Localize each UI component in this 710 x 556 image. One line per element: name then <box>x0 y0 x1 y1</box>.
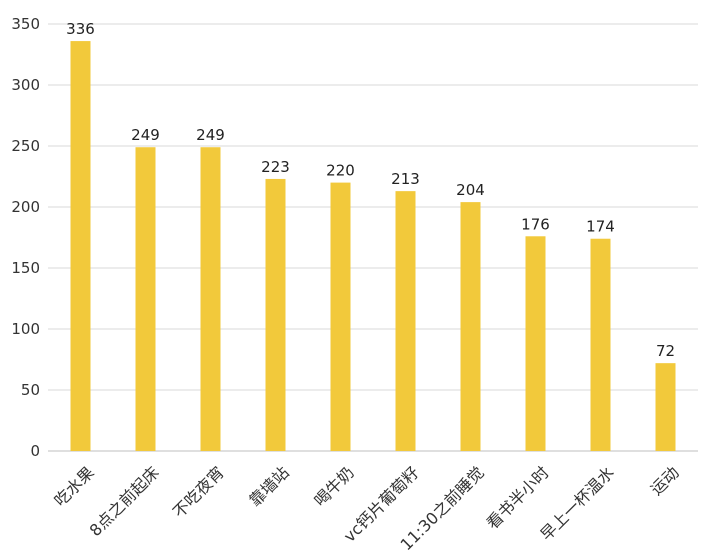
x-tick-label: 看书半小时 <box>483 463 553 533</box>
y-tick-label: 350 <box>11 15 40 33</box>
data-label: 213 <box>391 170 420 188</box>
data-label: 223 <box>261 158 290 176</box>
x-tick-label: 不吃夜宵 <box>169 463 228 522</box>
y-tick-label: 100 <box>11 320 40 338</box>
y-tick-label: 250 <box>11 137 40 155</box>
y-tick-label: 300 <box>11 76 40 94</box>
y-tick-label: 0 <box>30 442 40 460</box>
data-label: 336 <box>66 20 95 38</box>
x-tick-label: 8点之前起床 <box>86 463 163 540</box>
gridlines <box>48 23 698 452</box>
data-label: 204 <box>456 181 485 199</box>
bars <box>70 41 676 451</box>
bar <box>655 363 676 451</box>
y-tick-label: 150 <box>11 259 40 277</box>
data-label: 174 <box>586 218 615 236</box>
data-label: 249 <box>131 126 160 144</box>
data-labels: 336 249 249 223 220 213 204 176 174 72 <box>66 20 675 360</box>
x-tick-label: 靠墙站 <box>245 463 292 510</box>
data-label: 249 <box>196 126 225 144</box>
bar <box>200 147 221 451</box>
data-label: 176 <box>521 215 550 233</box>
y-tick-label: 200 <box>11 198 40 216</box>
bar <box>330 182 351 451</box>
bar <box>265 178 286 451</box>
y-axis-ticks: 0 50 100 150 200 250 300 350 <box>11 15 40 460</box>
bar <box>395 191 416 451</box>
x-tick-label: 吃水果 <box>50 463 97 510</box>
bar <box>70 41 91 451</box>
data-label: 220 <box>326 162 355 180</box>
x-tick-label: 运动 <box>647 463 683 499</box>
y-tick-label: 50 <box>21 381 40 399</box>
bar <box>525 236 546 451</box>
bar <box>460 202 481 451</box>
x-tick-label: 喝牛奶 <box>310 463 357 510</box>
data-label: 72 <box>656 342 675 360</box>
bar <box>590 238 611 451</box>
bar <box>135 147 156 451</box>
